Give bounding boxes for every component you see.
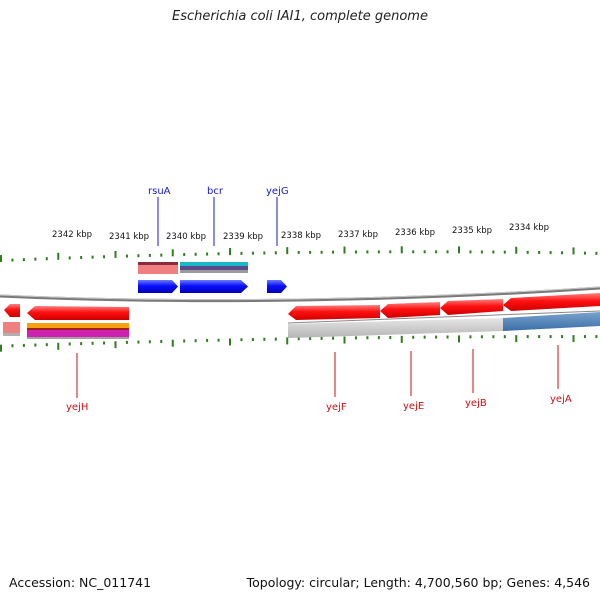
gene-yejF-arrow[interactable] <box>288 305 380 320</box>
forward-genes <box>138 280 287 293</box>
feature-track-bcr-grey <box>180 270 248 273</box>
feature-track-bcr-cyan <box>180 262 248 266</box>
feature-track-rsuA-pink <box>138 265 178 274</box>
feature-track-bcr-purple <box>180 266 248 270</box>
ruler-label: 2336 kbp <box>395 228 435 238</box>
ruler-ticks-bottom <box>0 335 598 352</box>
gene-yejA-arrow[interactable] <box>503 293 600 311</box>
feature-track-grey-band <box>288 318 503 338</box>
feature-track-steel-band <box>503 312 600 331</box>
ruler-ticks-top <box>0 246 598 263</box>
gene-label-yejB[interactable]: yejB <box>465 398 487 409</box>
gene-rsuA-arrow[interactable] <box>138 280 178 293</box>
gene-yejE-arrow[interactable] <box>380 302 440 318</box>
ruler-label: 2341 kbp <box>109 232 149 242</box>
feature-track-left-pink <box>3 322 20 333</box>
bottom-gene-labels: yejH yejF yejE yejB yejA <box>66 345 572 413</box>
ruler-label: 2335 kbp <box>452 226 492 236</box>
ruler-label: 2334 kbp <box>509 223 549 233</box>
gene-label-bcr[interactable]: bcr <box>207 186 224 197</box>
feature-track-yejH-magenta <box>27 330 129 337</box>
feature-track-yejH-orange <box>27 323 129 328</box>
bottom-feature-tracks <box>3 310 600 339</box>
gene-label-rsuA[interactable]: rsuA <box>148 186 171 197</box>
map-title: Escherichia coli IAI1, complete genome <box>172 9 428 24</box>
gene-yejB-arrow[interactable] <box>440 299 503 315</box>
gene-label-yejA[interactable]: yejA <box>550 394 572 405</box>
feature-track-left-grey <box>3 333 20 336</box>
top-gene-labels: rsuA bcr yejG <box>148 186 289 246</box>
feature-track-yejH-grey <box>27 337 129 339</box>
accession-text: Accession: NC_011741 <box>9 575 152 590</box>
genome-summary-text: Topology: circular; Length: 4,700,560 bp… <box>246 575 590 590</box>
ruler-label: 2339 kbp <box>223 232 263 242</box>
reverse-genes <box>4 293 600 320</box>
genome-backbone <box>0 286 600 303</box>
top-feature-tracks <box>138 262 248 274</box>
ruler-label: 2337 kbp <box>338 230 378 240</box>
ruler-labels: 2342 kbp 2341 kbp 2340 kbp 2339 kbp 2338… <box>52 223 549 242</box>
gene-bcr-arrow[interactable] <box>180 280 248 293</box>
gene-label-yejH[interactable]: yejH <box>66 402 88 413</box>
gene-label-yejG[interactable]: yejG <box>266 186 289 197</box>
gene-yejH-arrow[interactable] <box>27 306 129 320</box>
gene-yejG-arrow[interactable] <box>267 280 287 293</box>
gene-fragment-arrow[interactable] <box>4 304 20 317</box>
ruler-label: 2340 kbp <box>166 232 206 242</box>
ruler-label: 2342 kbp <box>52 230 92 240</box>
gene-label-yejE[interactable]: yejE <box>403 401 424 412</box>
gene-label-yejF[interactable]: yejF <box>326 402 347 413</box>
feature-track-rsuA-dark <box>138 262 178 265</box>
feature-track-yejH-darkred <box>27 328 129 330</box>
feature-track-top-line <box>287 310 600 324</box>
ruler-label: 2338 kbp <box>281 231 321 241</box>
genome-backbone-highlight <box>0 286 600 301</box>
